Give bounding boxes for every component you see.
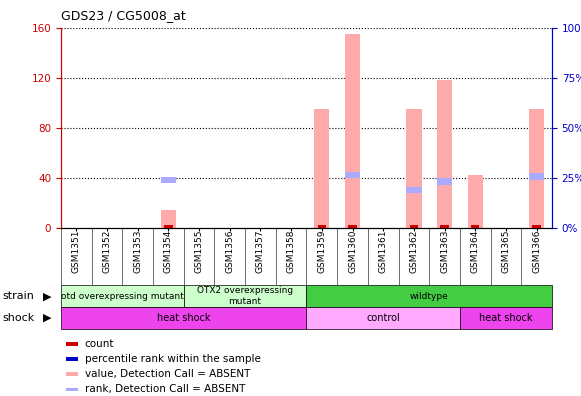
Bar (61, 285, 184, 307)
Bar (529, 173, 544, 179)
Text: GSM1353: GSM1353 (133, 229, 142, 273)
Text: GSM1352: GSM1352 (102, 229, 112, 273)
Text: GSM1357: GSM1357 (256, 229, 265, 273)
Bar (61, 307, 307, 329)
Text: heat shock: heat shock (157, 313, 210, 323)
Bar (437, 80, 452, 228)
Bar (468, 175, 483, 228)
Text: count: count (85, 339, 114, 349)
Text: GSM1361: GSM1361 (379, 229, 388, 273)
Text: GSM1363: GSM1363 (440, 229, 449, 273)
Bar (307, 307, 460, 329)
Text: shock: shock (3, 313, 35, 323)
Bar (161, 177, 176, 183)
Text: GSM1360: GSM1360 (348, 229, 357, 273)
Bar (66, 373, 78, 376)
Text: GSM1358: GSM1358 (286, 229, 296, 273)
Text: GSM1359: GSM1359 (317, 229, 327, 273)
Bar (532, 225, 541, 228)
Text: GSM1354: GSM1354 (164, 229, 173, 273)
Bar (406, 109, 422, 228)
Text: GSM1356: GSM1356 (225, 229, 234, 273)
Bar (460, 307, 552, 329)
Bar (529, 109, 544, 228)
Bar (66, 357, 78, 361)
Text: GSM1365: GSM1365 (501, 229, 511, 273)
Bar (161, 210, 176, 228)
Text: GSM1355: GSM1355 (195, 229, 203, 273)
Text: control: control (366, 313, 400, 323)
Text: wildtype: wildtype (410, 291, 449, 301)
Text: GSM1362: GSM1362 (410, 229, 418, 273)
Bar (406, 187, 422, 193)
Bar (471, 225, 479, 228)
Text: percentile rank within the sample: percentile rank within the sample (85, 354, 260, 364)
Bar (440, 225, 449, 228)
Text: rank, Detection Call = ABSENT: rank, Detection Call = ABSENT (85, 385, 245, 394)
Bar (318, 225, 326, 228)
Text: otd overexpressing mutant: otd overexpressing mutant (61, 291, 184, 301)
Text: GSM1351: GSM1351 (72, 229, 81, 273)
Text: heat shock: heat shock (479, 313, 533, 323)
Text: GDS23 / CG5008_at: GDS23 / CG5008_at (61, 9, 186, 22)
Text: GSM1366: GSM1366 (532, 229, 541, 273)
Bar (345, 34, 360, 228)
Text: ▶: ▶ (42, 313, 51, 323)
Text: ▶: ▶ (42, 291, 51, 301)
Bar (307, 285, 552, 307)
Bar (345, 172, 360, 178)
Text: strain: strain (3, 291, 35, 301)
Text: value, Detection Call = ABSENT: value, Detection Call = ABSENT (85, 369, 250, 379)
Text: GSM1364: GSM1364 (471, 229, 480, 273)
Text: OTX2 overexpressing
mutant: OTX2 overexpressing mutant (197, 286, 293, 306)
Bar (410, 225, 418, 228)
Bar (348, 225, 357, 228)
Bar (314, 109, 329, 228)
Bar (437, 178, 452, 185)
Bar (66, 388, 78, 391)
Bar (184, 285, 307, 307)
Bar (164, 225, 173, 228)
Bar (66, 342, 78, 346)
